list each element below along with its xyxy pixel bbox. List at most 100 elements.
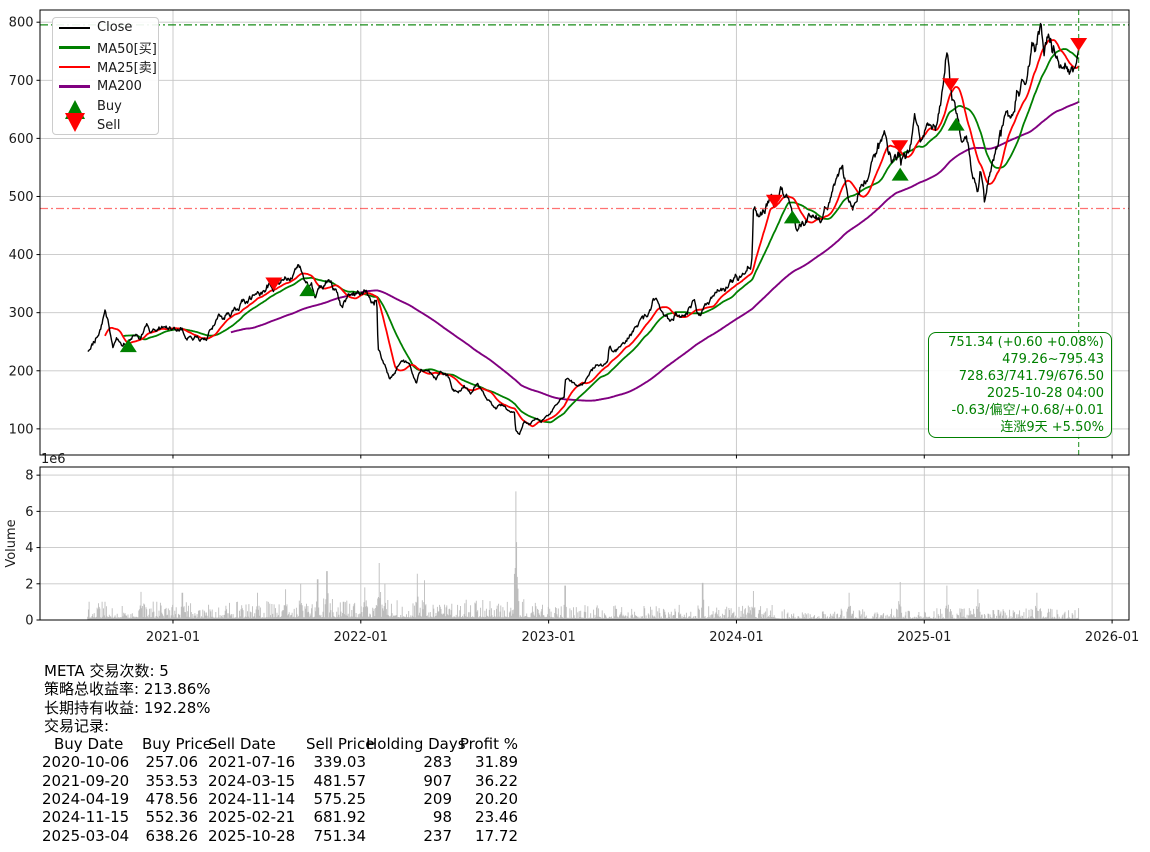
trade-table-cell: 2025-03-04 <box>42 826 130 845</box>
y-tick-label: 300 <box>9 306 34 321</box>
price-volume-chart: 100 200 300 400 500 600 700 800 0 2 4 6 8 2021-01 2022… <box>4 9 1139 645</box>
trade-table-cell: 575.25 <box>313 790 367 809</box>
trade-table-cell: 17.72 <box>475 826 518 845</box>
legend-line-swatch <box>59 46 90 49</box>
stats-records-title: 交易记录: <box>44 716 110 735</box>
volume-bars <box>87 491 1080 620</box>
trade-table-cell: 2021-09-20 <box>42 771 130 790</box>
volume-tick-label: 6 <box>25 505 33 520</box>
triangle-up-icon <box>59 99 90 119</box>
trade-table-cell: 283 <box>423 753 452 772</box>
legend-line-swatch <box>59 85 90 88</box>
trade-table-cell: 638.26 <box>145 826 199 845</box>
y-tick-label: 400 <box>9 248 34 263</box>
trade-table-cell: 98 <box>432 808 452 827</box>
stats-strategy-return: 策略总收益率: 213.86% <box>44 680 211 699</box>
trade-table-cell: 23.46 <box>475 808 518 827</box>
trade-table-cell: 2021-07-16 <box>208 753 296 772</box>
ma50-line <box>122 48 1080 424</box>
legend-item-ma50: MA50[买] <box>53 38 158 58</box>
annotation-last-price: 751.34 (+0.60 +0.08%) <box>948 335 1104 350</box>
trade-table-header: Profit % <box>459 735 518 754</box>
trade-table-cell: 681.92 <box>313 808 367 827</box>
annotation-indicators: -0.63/偏空/+0.68/+0.01 <box>951 403 1104 419</box>
legend-label: MA50[买] <box>97 41 157 57</box>
trade-table-header: Sell Date <box>208 735 276 754</box>
annotation-price-range: 479.26~795.43 <box>1002 352 1104 368</box>
volume-tick-label: 0 <box>25 614 33 629</box>
x-tick-label: 2026-01 <box>1085 630 1139 645</box>
trade-table-header: Buy Price <box>142 735 213 754</box>
y-tick-label: 200 <box>9 364 34 379</box>
legend-item-sell: Sell <box>53 113 158 136</box>
sell-marker <box>942 78 960 92</box>
trade-table-cell: 2025-10-28 <box>208 826 296 845</box>
trade-table-cell: 209 <box>423 790 452 809</box>
trade-table-cell: 2024-11-15 <box>42 808 130 827</box>
triangle-down-icon <box>59 113 90 133</box>
sell-marker <box>1070 37 1088 51</box>
trade-table-cell: 2024-11-14 <box>208 790 296 809</box>
trade-table-header: Sell Price <box>306 735 375 754</box>
trade-table-cell: 2024-04-19 <box>42 790 130 809</box>
trade-table-header: Holding Days <box>366 735 466 754</box>
ma25-line <box>104 39 1080 428</box>
legend-line-swatch <box>59 26 90 30</box>
trade-table-cell: 907 <box>423 771 452 790</box>
legend-item-ma25: MA25[卖] <box>53 57 158 77</box>
buy-marker <box>891 167 909 181</box>
buy-marker <box>299 283 317 297</box>
trade-table-cell: 2020-10-06 <box>42 753 130 772</box>
trade-table-cell: 36.22 <box>475 771 518 790</box>
trade-table-cell: 478.56 <box>145 790 199 809</box>
y-tick-label: 800 <box>9 16 34 31</box>
legend-item-ma200: MA200 <box>53 77 158 97</box>
volume-axis-label: Volume <box>4 519 19 567</box>
legend-line-swatch <box>59 65 90 69</box>
trade-table-cell: 353.53 <box>145 771 199 790</box>
y-tick-label: 100 <box>9 422 34 437</box>
trade-table-cell: 339.03 <box>313 753 367 772</box>
volume-tick-label: 2 <box>25 577 33 592</box>
trade-table-cell: 552.36 <box>145 808 199 827</box>
y-tick-label: 700 <box>9 74 34 89</box>
price-annotation-box: 751.34 (+0.60 +0.08%) 479.26~795.43 728.… <box>928 332 1112 438</box>
volume-tick-label: 8 <box>25 469 33 484</box>
trade-table-cell: 481.57 <box>313 771 367 790</box>
sell-marker <box>891 140 909 154</box>
stats-hold-return: 长期持有收益: 192.28% <box>44 698 211 717</box>
trade-table-cell: 2024-03-15 <box>208 771 296 790</box>
legend-label: MA25[卖] <box>97 61 157 77</box>
trade-table-cell: 20.20 <box>475 790 518 809</box>
legend-label: MA200 <box>97 79 142 95</box>
stats-trade-count: META 交易次数: 5 <box>44 662 169 680</box>
trade-table-cell: 2025-02-21 <box>208 808 296 827</box>
y-tick-label: 500 <box>9 190 34 205</box>
x-tick-label: 2023-01 <box>521 630 575 645</box>
sell-marker <box>265 277 283 291</box>
y-tick-label: 600 <box>9 132 34 147</box>
annotation-ma-values: 728.63/741.79/676.50 <box>958 369 1104 385</box>
annotation-streak: 连涨9天 +5.50% <box>1000 420 1104 436</box>
annotation-datetime: 2025-10-28 04:00 <box>986 386 1104 402</box>
trade-table-cell: 751.34 <box>313 826 367 845</box>
sell-marker <box>765 194 783 208</box>
trade-records-table: Buy Date Buy Price Sell Date Sell Price Hold… <box>42 735 1150 845</box>
legend-item-close: Close <box>53 18 158 38</box>
x-tick-label: 2022-01 <box>334 630 388 645</box>
legend-label: Buy <box>97 98 122 114</box>
x-tick-label: 2024-01 <box>709 630 763 645</box>
volume-tick-label: 4 <box>25 541 33 556</box>
legend-label: Sell <box>97 118 121 134</box>
trade-table-header: Buy Date <box>54 735 124 754</box>
x-tick-label: 2025-01 <box>897 630 951 645</box>
trade-table-cell: 237 <box>423 826 452 845</box>
buy-marker <box>783 210 801 224</box>
strategy-stats: META 交易次数: 5 策略总收益率: 213.86% 长期持有收益: 192… <box>0 662 1150 845</box>
trade-table-cell: 257.06 <box>145 753 199 772</box>
price-panel-border <box>39 9 1130 456</box>
trade-table-cell: 31.89 <box>475 753 518 772</box>
buy-marker <box>119 339 137 353</box>
x-tick-label: 2021-01 <box>146 630 200 645</box>
